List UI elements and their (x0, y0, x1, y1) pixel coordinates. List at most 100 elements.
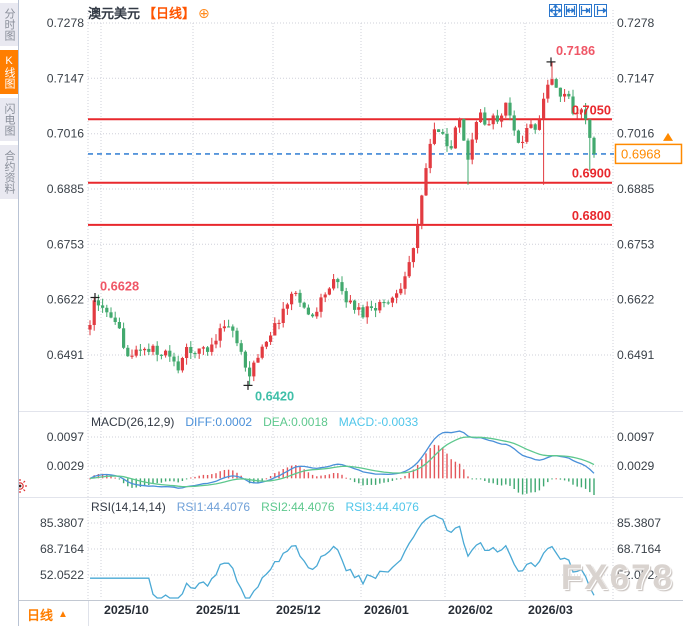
rsi-title: RSI(14,14,14) (91, 500, 166, 514)
candle-body (285, 304, 289, 309)
candle-body (252, 362, 256, 377)
sidebar-item-time-chart[interactable]: 分时图 (0, 3, 18, 46)
rsi1-value: RSI1:44.4076 (176, 500, 251, 514)
candle-body (340, 282, 344, 292)
current-price-label: 0.6968 (621, 146, 661, 161)
candle-body (537, 119, 541, 130)
candle-body (344, 291, 348, 303)
bottom-bar: 日线 ▲ (19, 600, 683, 626)
candle-body (197, 348, 201, 354)
candle-body (109, 312, 113, 318)
price-axis-label-right: 0.6753 (617, 237, 654, 251)
price-axis-label-right: 0.7278 (617, 16, 654, 30)
candle-body (529, 124, 533, 128)
candle-body (588, 119, 592, 138)
scale-horizontal-icon[interactable] (564, 4, 577, 17)
candle-body (336, 279, 340, 283)
candle-body (126, 347, 130, 357)
macd-header: MACD(26,12,9) DIFF:0.0002 DEA:0.0018 MAC… (91, 415, 418, 429)
candle-body (407, 262, 411, 277)
swing-marker-icon (546, 57, 556, 67)
candle-body (264, 341, 268, 347)
watermark: FX678 (560, 558, 674, 597)
candle-body (567, 93, 571, 97)
chart-toolbar (549, 4, 607, 17)
candle-body (441, 132, 445, 134)
macd-diff-line (89, 430, 595, 489)
macd-axis-label-left: 0.0097 (47, 430, 84, 444)
candle-body (416, 224, 420, 248)
candle-body (210, 344, 214, 352)
candle-body (332, 279, 336, 289)
candle-body (122, 328, 126, 348)
candle-body (399, 288, 403, 294)
rsi2-value: RSI2:44.4076 (261, 500, 335, 514)
candle-body (239, 343, 243, 352)
candle-body (483, 112, 487, 125)
price-axis-label-left: 0.7278 (47, 16, 84, 30)
rsi-axis-label-left: 85.3807 (40, 516, 84, 530)
candle-body (424, 168, 428, 196)
candle-body (92, 300, 96, 325)
price-axis-label-right: 0.7147 (617, 71, 654, 85)
candle-body (395, 293, 399, 298)
candle-body (479, 112, 483, 122)
candle-body (470, 139, 474, 160)
sidebar-item-lightning-chart[interactable]: 闪电图 (0, 98, 18, 141)
add-indicator-icon[interactable]: ⊕ (198, 4, 210, 21)
chart-title: 澳元美元 【日线】 ⊕ (88, 3, 210, 22)
macd-axis-label-left: 0.0029 (47, 459, 84, 473)
candle-body (487, 124, 491, 126)
candle-body (138, 349, 142, 351)
candle-body (508, 102, 512, 116)
candle-body (180, 358, 184, 371)
level-label: 0.7050 (572, 102, 611, 117)
shift-right-icon[interactable] (594, 4, 607, 17)
price-annotation: 0.6420 (255, 388, 294, 403)
candle-body (348, 300, 352, 303)
candle-body (466, 140, 470, 160)
price-axis-label-left: 0.7147 (47, 71, 84, 85)
macd-diff-value: DIFF:0.0002 (185, 415, 253, 429)
price-axis-label-left: 0.7016 (47, 127, 84, 141)
rsi-axis-label-right: 52.0522 (617, 568, 661, 582)
candle-body (533, 124, 537, 130)
macd-dea-value: DEA:0.0018 (263, 415, 328, 429)
candle-body (575, 112, 579, 114)
rsi-header: RSI(14,14,14) RSI1:44.4076 RSI2:44.4076 … (91, 500, 419, 514)
sidebar-item-contract-info[interactable]: 合约资料 (0, 145, 18, 199)
candle-body (117, 322, 121, 329)
candle-body (134, 349, 138, 356)
x-axis-label: 2025/11 (196, 603, 240, 617)
swing-marker-icon (243, 380, 253, 390)
macd-title: MACD(26,12,9) (91, 415, 175, 429)
sidebar-item-kline-chart[interactable]: K线图 (0, 50, 18, 94)
candle-body (130, 355, 134, 357)
candle-body (491, 115, 495, 125)
candle-body (525, 128, 529, 142)
candle-body (290, 293, 294, 305)
rsi-axis-label-right: 68.7164 (617, 542, 661, 556)
candle-body (550, 79, 554, 85)
candle-body (147, 348, 151, 352)
candle-body (458, 118, 462, 128)
macd-axis-label-right: 0.0029 (617, 459, 654, 473)
period-selector[interactable]: 日线 ▲ (27, 605, 68, 624)
candle-body (315, 311, 319, 317)
price-axis-label-left: 0.6622 (47, 293, 84, 307)
expand-right-icon[interactable] (579, 4, 592, 17)
rsi-axis-label-left: 68.7164 (40, 542, 84, 556)
candle-body (542, 98, 546, 120)
sidebar: 分时图 K线图 闪电图 合约资料 (0, 0, 19, 626)
candle-body (168, 350, 172, 357)
candle-body (231, 326, 235, 331)
candle-body (374, 308, 378, 311)
level-label: 0.6800 (572, 208, 611, 223)
candle-body (449, 146, 453, 149)
current-price-box (614, 143, 683, 165)
candle-body (323, 294, 327, 298)
candle-body (386, 302, 390, 304)
pan-move-icon[interactable] (549, 4, 562, 17)
